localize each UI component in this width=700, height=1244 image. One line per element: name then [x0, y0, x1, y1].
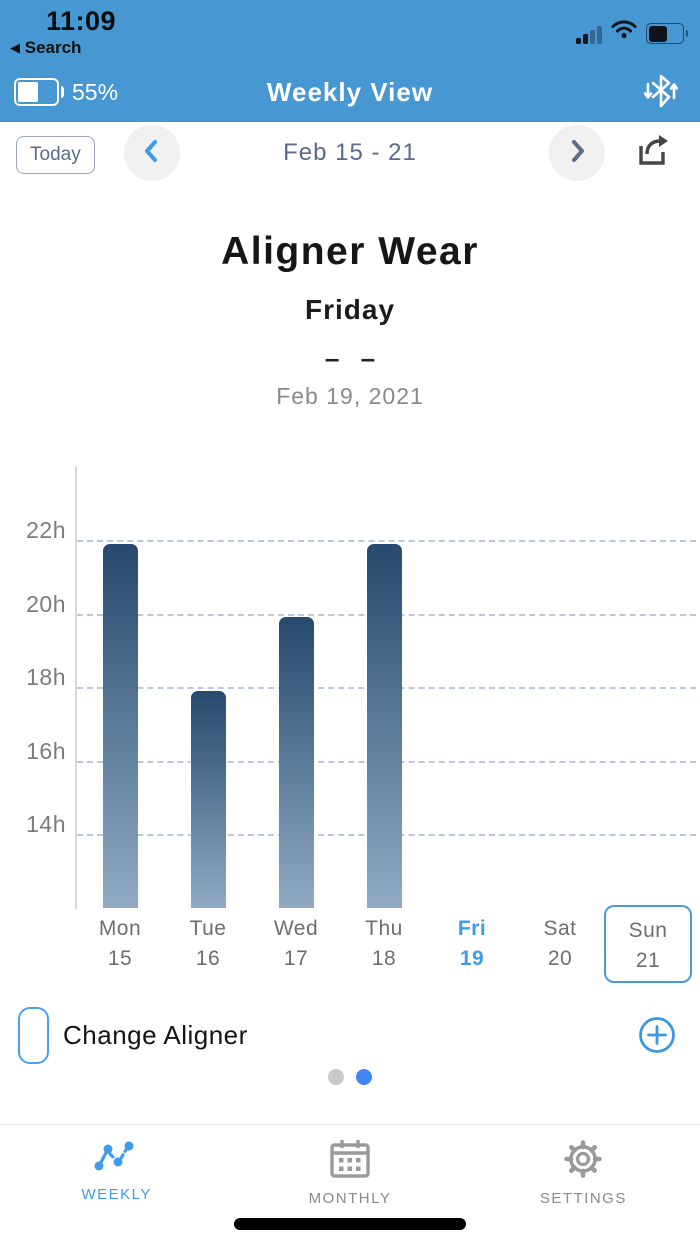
bottom-tab-bar: WEEKLY MONTHLY — [0, 1124, 700, 1244]
aligner-battery-icon — [14, 78, 64, 106]
day-label-sun[interactable]: Sun 21 — [604, 905, 692, 983]
tab-monthly[interactable]: MONTHLY — [233, 1125, 466, 1244]
battery-percent-label: 55% — [72, 79, 119, 105]
change-aligner-checkbox[interactable] — [18, 1007, 49, 1064]
bluetooth-transfer-icon[interactable] — [643, 72, 679, 115]
y-axis-tick-label: 14h — [26, 811, 66, 838]
summary-title: Aligner Wear — [221, 230, 479, 273]
wifi-icon — [611, 19, 637, 44]
day-label-sat[interactable]: Sat 20 — [543, 917, 577, 970]
tab-monthly-label: MONTHLY — [308, 1190, 392, 1207]
page-title: Weekly View — [266, 77, 434, 107]
tab-weekly[interactable]: WEEKLY — [0, 1125, 233, 1244]
y-axis-tick-label: 22h — [26, 517, 66, 543]
previous-week-button[interactable] — [124, 125, 180, 181]
summary-weekday: Friday — [304, 294, 396, 325]
chevron-left-icon — [140, 137, 164, 170]
y-axis-tick-label: 18h — [26, 664, 66, 691]
weekly-bar-chart[interactable]: 14h 16h 18h 20h 22h Mon 15 Tue 16 Wed 17 Thu 18 Fri 19… — [0, 460, 700, 990]
day-label-thu[interactable]: Thu 18 — [365, 917, 403, 970]
chevron-right-icon — [565, 137, 589, 170]
page-indicator[interactable] — [0, 1069, 700, 1085]
y-axis-line — [75, 466, 77, 909]
header-background: 11:09 ◀ Search 55% Weekly View — [0, 0, 700, 122]
y-axis-tick-label: 20h — [26, 590, 66, 617]
home-indicator[interactable] — [234, 1218, 466, 1230]
cellular-signal-icon — [576, 26, 602, 44]
back-triangle-icon: ◀ — [10, 40, 20, 55]
bar-mon[interactable] — [102, 543, 138, 908]
today-button[interactable]: Today — [16, 136, 95, 174]
day-label-tue[interactable]: Tue 16 — [189, 917, 227, 970]
back-label: Search — [24, 38, 82, 57]
gear-icon — [560, 1137, 606, 1186]
tab-settings[interactable]: SETTINGS — [467, 1125, 700, 1244]
plus-circle-icon — [638, 1017, 676, 1058]
summary-value-placeholder: – – — [324, 343, 376, 373]
share-button[interactable] — [631, 131, 675, 175]
summary-date: Feb 19, 2021 — [276, 383, 424, 409]
status-time: 11:09 — [46, 6, 117, 36]
day-label-wed[interactable]: Wed 17 — [273, 917, 319, 970]
week-range-label: Feb 15 - 21 — [283, 139, 417, 166]
tab-weekly-label: WEEKLY — [81, 1186, 152, 1203]
status-battery-icon — [646, 23, 688, 44]
page-dot-0[interactable] — [328, 1069, 344, 1085]
gridline — [77, 540, 696, 542]
day-label-mon[interactable]: Mon 15 — [98, 917, 142, 970]
add-aligner-change-button[interactable] — [638, 1016, 676, 1054]
back-to-search-link[interactable]: ◀ Search — [10, 38, 81, 58]
weekly-chart-icon — [91, 1137, 143, 1182]
calendar-icon — [326, 1137, 374, 1186]
y-axis-tick-label: 16h — [26, 737, 66, 764]
change-aligner-label: Change Aligner — [63, 1020, 248, 1050]
bar-tue[interactable] — [190, 690, 226, 908]
status-icons — [576, 19, 688, 44]
bar-wed[interactable] — [278, 617, 314, 908]
page-dot-1[interactable] — [356, 1069, 372, 1085]
tab-settings-label: SETTINGS — [539, 1190, 627, 1207]
next-week-button[interactable] — [549, 125, 605, 181]
share-export-icon — [633, 131, 673, 176]
day-label-fri[interactable]: Fri 19 — [457, 917, 487, 970]
bar-thu[interactable] — [366, 543, 402, 908]
